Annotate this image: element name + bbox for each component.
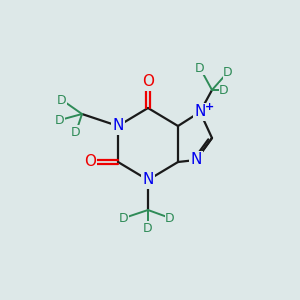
Text: D: D	[223, 65, 233, 79]
Text: D: D	[219, 83, 229, 97]
Text: N: N	[190, 152, 202, 167]
Text: D: D	[143, 221, 153, 235]
Text: O: O	[84, 154, 96, 169]
Text: D: D	[119, 212, 129, 224]
Text: D: D	[55, 113, 65, 127]
Text: D: D	[195, 61, 205, 74]
Text: +: +	[204, 102, 214, 112]
Text: D: D	[71, 125, 81, 139]
Text: N: N	[194, 104, 206, 119]
Text: O: O	[142, 74, 154, 89]
Text: D: D	[165, 212, 175, 224]
Text: D: D	[57, 94, 67, 106]
Text: N: N	[112, 118, 124, 134]
Text: N: N	[142, 172, 154, 188]
